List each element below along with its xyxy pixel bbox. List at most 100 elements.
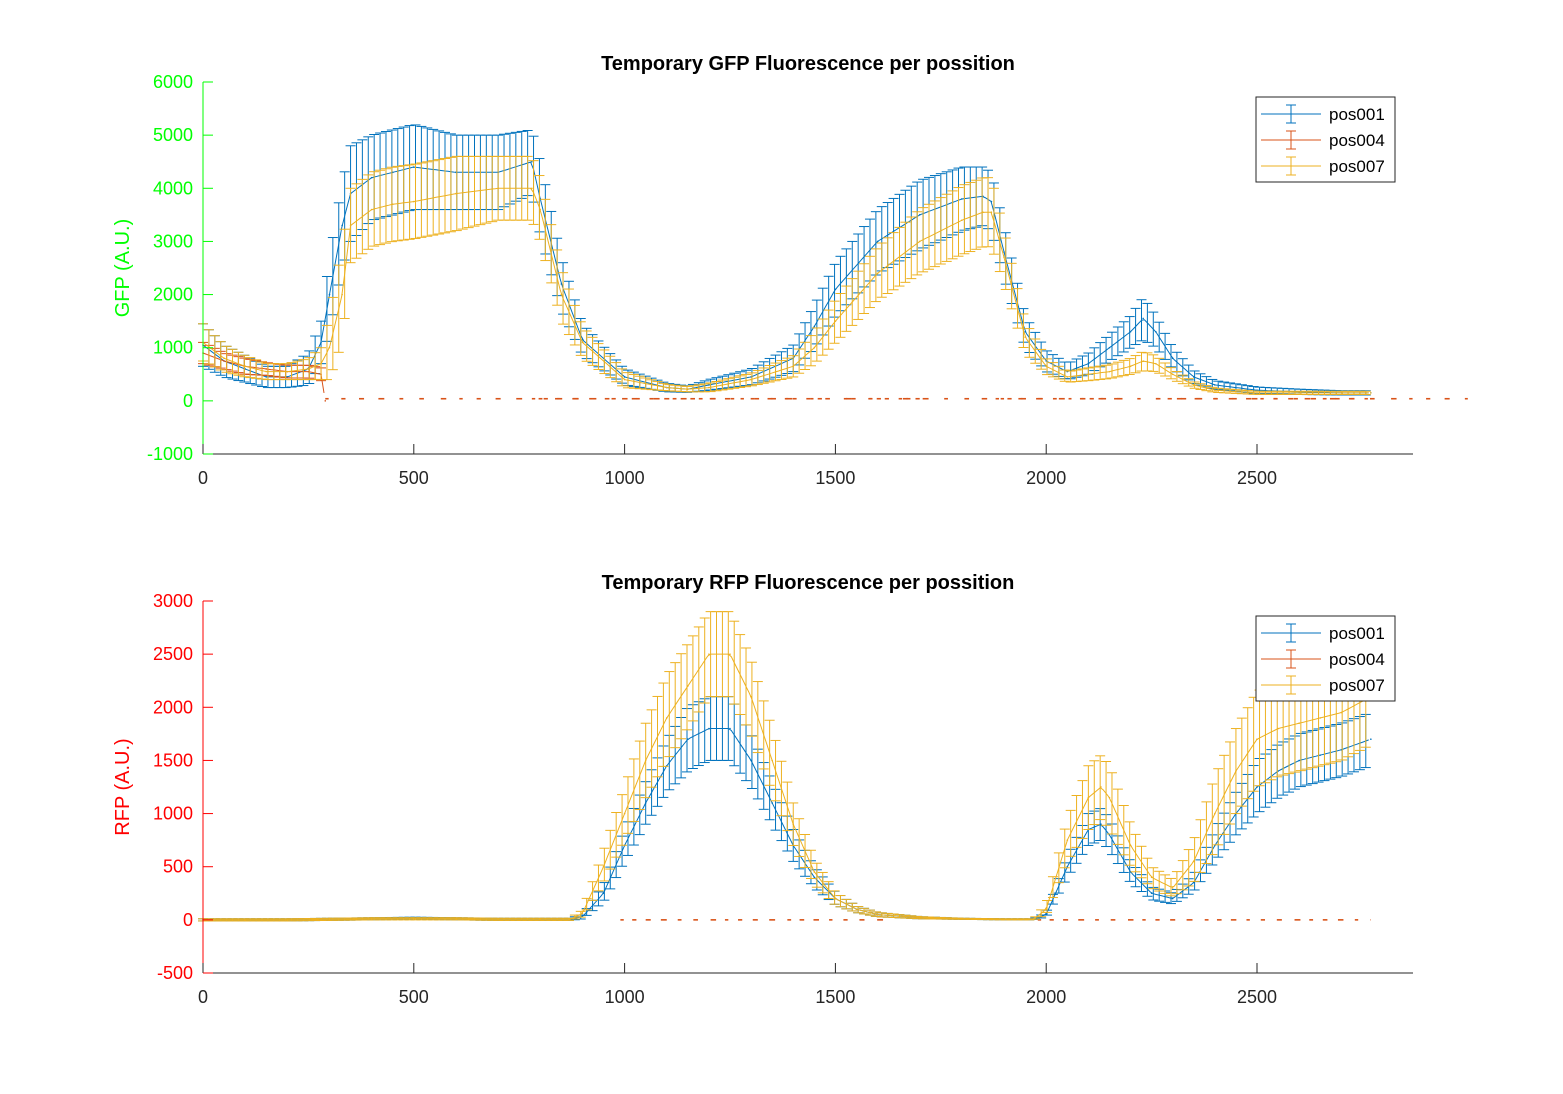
data-point: [1087, 796, 1090, 799]
y-tick-label: -500: [157, 963, 193, 983]
x-tick-label: 1500: [815, 987, 855, 1007]
data-point: [1192, 376, 1195, 378]
rfp-chart: Temporary RFP Fluorescence per possition…: [112, 572, 1413, 1007]
data-point: [1142, 317, 1144, 320]
x-tick-label: 0: [198, 468, 208, 488]
data-point: [1256, 738, 1258, 740]
data-point: [349, 224, 352, 227]
data-point: [370, 176, 373, 179]
data-point: [771, 759, 773, 762]
data-point: [1155, 362, 1157, 365]
legend-label: pos001: [1329, 624, 1385, 643]
series-group: [198, 124, 1468, 402]
data-point: [1155, 330, 1157, 333]
legend-label: pos007: [1329, 676, 1385, 695]
x-tick-label: 1000: [605, 468, 645, 488]
data-point: [1045, 908, 1048, 911]
data-point: [1150, 892, 1153, 895]
y-tick-label: 500: [163, 857, 193, 877]
data-point: [876, 272, 879, 275]
series-pos007: [198, 155, 1372, 395]
data-point: [918, 240, 921, 243]
data-point: [750, 378, 752, 381]
gfp-chart: Temporary GFP Fluorescence per possition…: [112, 53, 1468, 488]
data-point: [1319, 754, 1322, 756]
data-point: [286, 919, 289, 921]
data-point: [1024, 330, 1026, 333]
y-axis-label: GFP (A.U.): [112, 219, 134, 318]
data-point: [341, 293, 343, 296]
data-point: [320, 341, 322, 344]
data-point: [328, 293, 331, 296]
data-point: [531, 187, 533, 190]
x-tick-label: 1000: [605, 987, 645, 1007]
legend-label: pos004: [1329, 131, 1385, 150]
data-point: [990, 211, 993, 213]
data-point: [328, 346, 331, 349]
data-point: [876, 913, 879, 916]
data-point: [1129, 844, 1132, 847]
data-point: [581, 912, 584, 915]
data-point: [1340, 392, 1343, 394]
data-point: [1340, 711, 1343, 714]
data-point: [1087, 373, 1090, 376]
data-point: [560, 283, 563, 285]
data-point: [1214, 812, 1216, 815]
data-point: [708, 384, 710, 386]
data-point: [834, 320, 837, 322]
data-point: [1066, 865, 1069, 868]
y-tick-label: 0: [183, 391, 193, 411]
data-point: [413, 166, 415, 168]
data-point: [1370, 392, 1372, 394]
data-point: [1066, 839, 1069, 841]
data-point: [413, 917, 415, 920]
series-line: [202, 187, 1369, 394]
data-point: [1319, 717, 1322, 719]
data-point: [455, 917, 457, 920]
data-point: [708, 386, 710, 389]
data-point: [982, 211, 984, 213]
data-point: [223, 357, 225, 360]
data-point: [286, 370, 289, 373]
y-tick-label: 1000: [153, 804, 193, 824]
y-tick-label: 3000: [153, 591, 193, 611]
data-point: [539, 208, 542, 211]
y-tick-label: 2500: [153, 644, 193, 664]
y-tick-label: 1000: [153, 338, 193, 358]
data-point: [813, 871, 816, 873]
data-point: [581, 341, 584, 344]
y-tick-label: 2000: [153, 697, 193, 717]
data-point: [1100, 823, 1102, 825]
legend: pos001 pos004 pos007: [1255, 615, 1396, 702]
x-tick-label: 500: [399, 987, 429, 1007]
x-tick-label: 2000: [1026, 987, 1066, 1007]
data-point: [1108, 370, 1111, 373]
data-point: [497, 918, 499, 921]
data-point: [990, 200, 993, 203]
data-point: [876, 240, 879, 243]
data-point: [1045, 913, 1048, 916]
y-tick-label: -1000: [147, 444, 193, 464]
data-point: [1066, 376, 1069, 378]
data-point: [729, 653, 731, 655]
data-point: [1214, 389, 1216, 392]
chart-title: Temporary GFP Fluorescence per possition: [601, 53, 1015, 75]
chart-title: Temporary RFP Fluorescence per possition: [602, 572, 1015, 594]
data-point: [708, 653, 710, 655]
y-tick-label: 6000: [153, 72, 193, 92]
data-point: [1370, 738, 1372, 740]
data-point: [687, 685, 689, 687]
data-point: [1298, 722, 1300, 725]
data-point: [1003, 251, 1005, 253]
data-point: [961, 219, 963, 221]
data-point: [1298, 392, 1300, 394]
data-point: [223, 360, 225, 362]
data-point: [1214, 384, 1216, 386]
data-point: [961, 917, 963, 920]
data-point: [1108, 796, 1111, 799]
data-point: [623, 378, 626, 381]
x-tick-label: 2500: [1237, 987, 1277, 1007]
data-point: [1024, 336, 1026, 338]
data-point: [391, 203, 394, 206]
data-point: [1277, 727, 1279, 730]
